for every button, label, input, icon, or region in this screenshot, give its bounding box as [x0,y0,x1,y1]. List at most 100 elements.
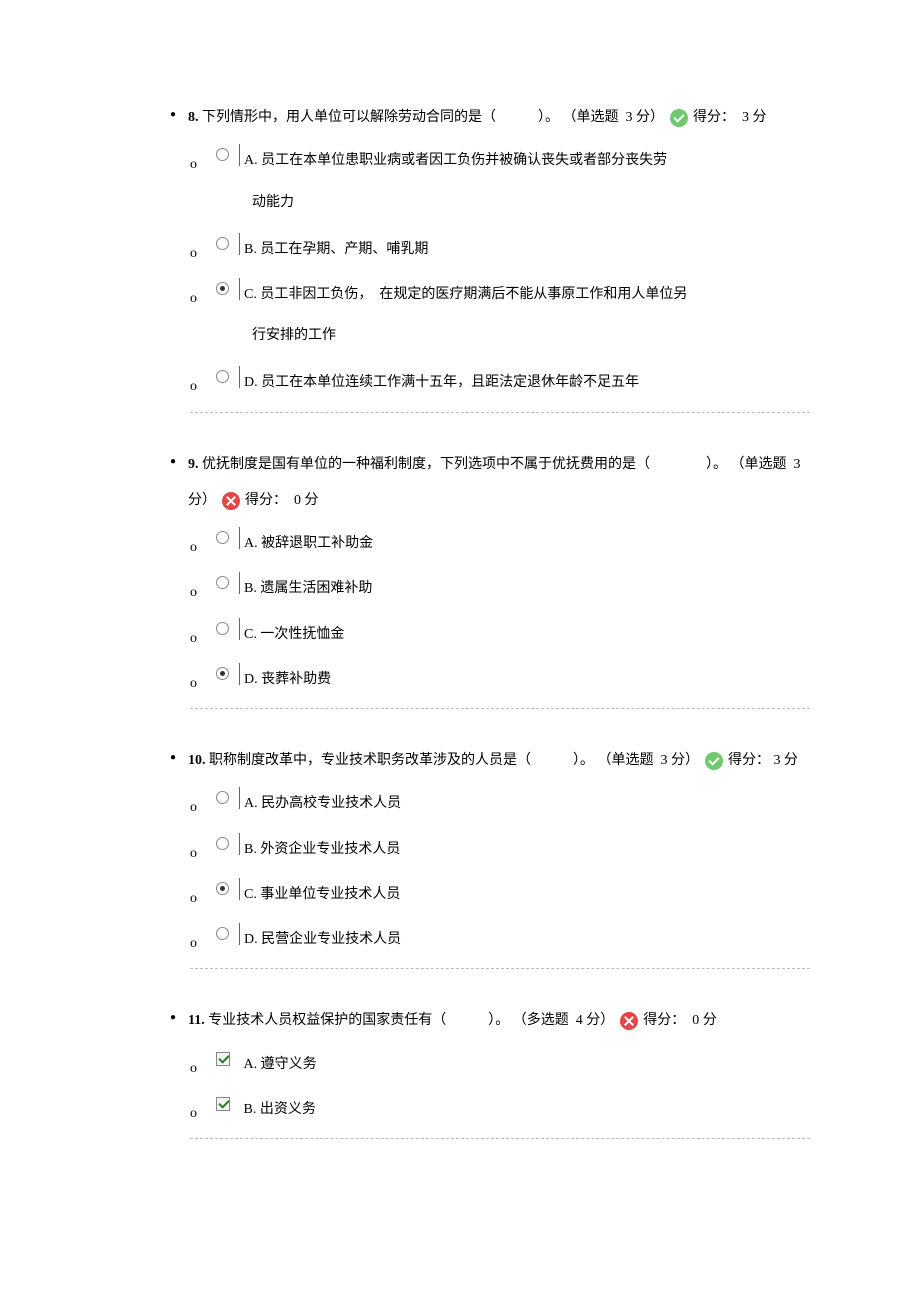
option-bullet: o [190,286,202,311]
option-item: o C. 事业单位专业技术人员 [190,878,870,911]
radio-button[interactable] [216,576,229,589]
question-number: 11. [188,1013,205,1028]
radio-button[interactable] [216,282,229,295]
score-label: 得分： [693,110,735,125]
question-header: ● 10. 职称制度改革中，专业技术职务改革涉及的人员是（ ）。 （单选题 3 … [170,743,830,779]
option-text: B. 外资企业专业技术人员 [244,833,870,862]
option-text: D. 民营企业专业技术人员 [244,923,870,952]
question-text: 9. 优抚制度是国有单位的一种福利制度，下列选项中不属于优抚费用的是（ ）。 （… [188,447,830,520]
option-item: o B. 遗属生活困难补助 [190,572,870,605]
question-header: ● 11. 专业技术人员权益保护的国家责任有（ ）。 （多选题 4 分） 得分：… [170,1003,830,1039]
option-text: C. 一次性抚恤金 [244,618,870,647]
option-text: B. 出资义务 [240,1093,870,1122]
question-list: ● 8. 下列情形中，用人单位可以解除劳动合同的是（ ）。 （单选题 3 分） … [50,100,870,1139]
points-suffix: 分） [188,493,216,508]
option-text: A. 民办高校专业技术人员 [244,787,870,816]
option-text: A. 被辞退职工补助金 [244,527,870,556]
option-item: o A. 员工在本单位患职业病或者因工负伤并被确认丧失或者部分丧失劳 [190,144,870,177]
option-text: C. 事业单位专业技术人员 [244,878,870,907]
vertical-bar [239,144,240,166]
question-bullet: ● [170,106,176,124]
option-text: D. 丧葬补助费 [244,663,870,692]
options-list: o A. 遵守义务 o B. 出资义务 [190,1048,870,1126]
option-bullet: o [190,795,202,820]
option-item: o D. 员工在本单位连续工作满十五年，且距法定退休年龄不足五年 [190,366,870,399]
correct-icon [670,109,688,127]
option-bullet: o [190,374,202,399]
radio-button[interactable] [216,370,229,383]
option-label: D. [244,672,258,687]
score-value: 0 [692,1013,699,1028]
radio-button[interactable] [216,882,229,895]
wrong-icon [222,492,240,510]
option-bullet: o [190,841,202,866]
option-label: A. [244,536,258,551]
points-suffix: 分） [636,110,664,125]
radio-button[interactable] [216,927,229,940]
question-type-label: （单选题 [598,753,654,768]
question-points: 3 [626,110,633,125]
question-type-label: （单选题 [563,110,619,125]
radio-button[interactable] [216,148,229,161]
score-unit: 分 [753,110,767,125]
radio-button[interactable] [216,622,229,635]
option-bullet: o [190,580,202,605]
radio-button[interactable] [216,531,229,544]
radio-button[interactable] [216,791,229,804]
checkbox[interactable] [216,1097,230,1111]
question-stem: 优抚制度是国有单位的一种福利制度，下列选项中不属于优抚费用的是（ ）。 [202,457,727,472]
question-bullet: ● [170,749,176,767]
radio-button[interactable] [216,667,229,680]
question-divider [190,968,810,969]
option-bullet: o [190,886,202,911]
question-text: 8. 下列情形中，用人单位可以解除劳动合同的是（ ）。 （单选题 3 分） 得分… [188,100,830,136]
question-divider [190,1138,810,1139]
vertical-bar [239,833,240,855]
checkbox[interactable] [216,1052,230,1066]
option-bullet: o [190,931,202,956]
score-value: 0 [294,493,301,508]
vertical-bar [239,366,240,388]
question-number: 9. [188,457,199,472]
option-label: A. [244,1057,258,1072]
question-points: 3 [794,457,801,472]
score-label: 得分： [643,1013,685,1028]
option-text: A. 遵守义务 [240,1048,870,1077]
option-item: o D. 丧葬补助费 [190,663,870,696]
vertical-bar [239,572,240,594]
option-item: o C. 一次性抚恤金 [190,618,870,651]
question-type-label: （单选题 [731,457,787,472]
vertical-bar [239,923,240,945]
score-unit: 分 [703,1013,717,1028]
option-text: D. 员工在本单位连续工作满十五年，且距法定退休年龄不足五年 [244,366,870,395]
vertical-bar [239,618,240,640]
question-points: 4 [576,1013,583,1028]
option-label: B. [244,842,257,857]
option-bullet: o [190,626,202,651]
option-item: o B. 出资义务 [190,1093,870,1126]
options-list: o A. 员工在本单位患职业病或者因工负伤并被确认丧失或者部分丧失劳 动能力 o… [190,144,870,399]
option-item: o A. 民办高校专业技术人员 [190,787,870,820]
option-item: o A. 被辞退职工补助金 [190,527,870,560]
question-divider [190,412,810,413]
option-label: C. [244,287,257,302]
option-continuation: 动能力 [190,190,870,215]
question-number: 8. [188,110,199,125]
question-item-9: ● 9. 优抚制度是国有单位的一种福利制度，下列选项中不属于优抚费用的是（ ）。… [50,447,870,710]
radio-button[interactable] [216,837,229,850]
question-bullet: ● [170,1009,176,1027]
vertical-bar [239,278,240,300]
question-points: 3 [661,753,668,768]
points-suffix: 分） [586,1013,614,1028]
vertical-bar [239,527,240,549]
radio-button[interactable] [216,237,229,250]
option-label: C. [244,627,257,642]
option-label: D. [244,932,258,947]
option-cont-text: 行安排的工作 [252,323,870,348]
options-list: o A. 民办高校专业技术人员 o B. 外资企业专业技术人员 o C. 事业单… [190,787,870,956]
question-item-11: ● 11. 专业技术人员权益保护的国家责任有（ ）。 （多选题 4 分） 得分：… [50,1003,870,1139]
question-header: ● 8. 下列情形中，用人单位可以解除劳动合同的是（ ）。 （单选题 3 分） … [170,100,830,136]
score-unit: 分 [305,493,319,508]
points-suffix: 分） [671,753,699,768]
question-item-10: ● 10. 职称制度改革中，专业技术职务改革涉及的人员是（ ）。 （单选题 3 … [50,743,870,969]
